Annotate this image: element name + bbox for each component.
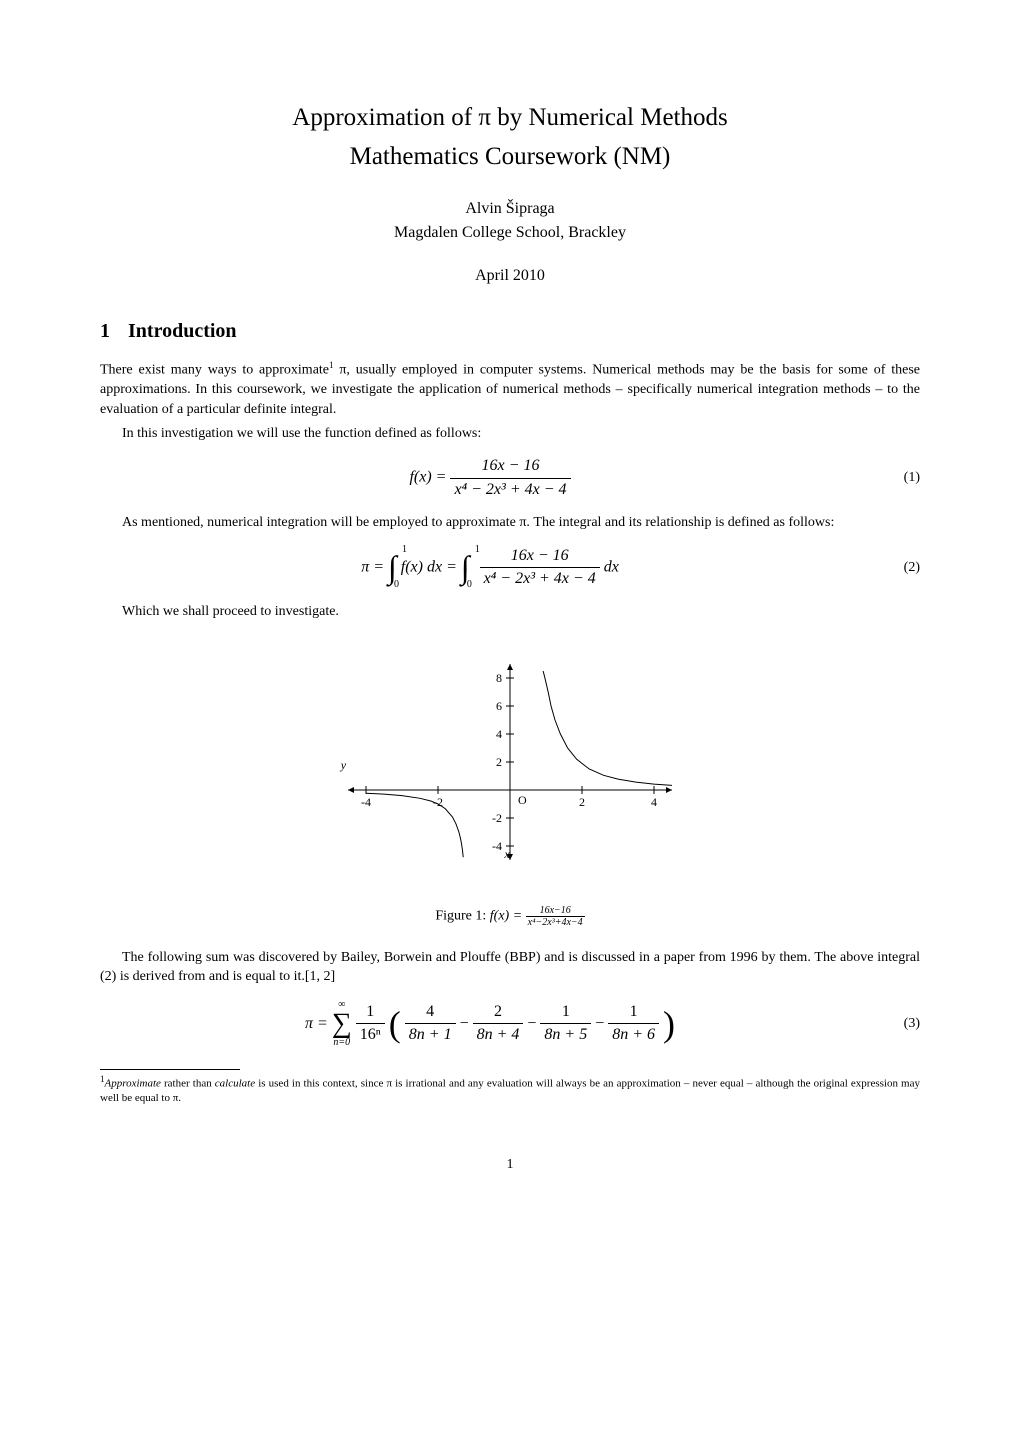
- svg-text:-4: -4: [361, 795, 371, 809]
- integral-symbol-1: ∫10: [388, 545, 397, 590]
- equation-1-number: (1): [880, 468, 920, 488]
- equation-2: π = ∫10 f(x) dx = ∫10 16x − 16 x⁴ − 2x³ …: [100, 545, 920, 591]
- paragraph-1: There exist many ways to approximate1 π,…: [100, 359, 920, 419]
- equation-2-number: (2): [880, 558, 920, 578]
- footnote-rule: [100, 1069, 240, 1070]
- svg-text:2: 2: [579, 795, 585, 809]
- equation-1: f(x) = 16x − 16 x⁴ − 2x³ + 4x − 4 (1): [100, 455, 920, 501]
- page-number: 1: [100, 1155, 920, 1175]
- svg-text:O: O: [518, 793, 527, 807]
- figure-1: -4-224-4-22468yxO: [100, 640, 920, 887]
- section-1-title: Introduction: [128, 320, 237, 342]
- function-plot: -4-224-4-22468yxO: [330, 640, 690, 880]
- svg-text:x: x: [503, 847, 510, 861]
- svg-text:8: 8: [496, 671, 502, 685]
- svg-text:2: 2: [496, 755, 502, 769]
- footnote-1: 1Approximate rather than calculate is us…: [100, 1074, 920, 1105]
- svg-text:6: 6: [496, 699, 502, 713]
- equation-3-number: (3): [880, 1014, 920, 1034]
- paragraph-2: In this investigation we will use the fu…: [100, 424, 920, 444]
- figure-1-caption: Figure 1: f(x) = 16x−16 x⁴−2x³+4x−4: [100, 905, 920, 928]
- date: April 2010: [100, 265, 920, 287]
- equation-3: π = ∞ ∑ n=0 1 16ⁿ ( 4 8n + 1 − 2 8n + 4 …: [100, 999, 920, 1049]
- title-line-2: Mathematics Coursework (NM): [100, 139, 920, 174]
- summation-symbol: ∞ ∑ n=0: [332, 1000, 352, 1048]
- paragraph-3: As mentioned, numerical integration will…: [100, 513, 920, 533]
- svg-text:4: 4: [651, 795, 657, 809]
- svg-text:-2: -2: [492, 811, 502, 825]
- paragraph-5: The following sum was discovered by Bail…: [100, 948, 920, 987]
- paragraph-4: Which we shall proceed to investigate.: [100, 602, 920, 622]
- svg-text:y: y: [340, 758, 347, 772]
- integral-symbol-2: ∫10: [461, 545, 470, 590]
- section-1-heading: 1 Introduction: [100, 317, 920, 345]
- svg-text:4: 4: [496, 727, 502, 741]
- affiliation: Magdalen College School, Brackley: [100, 222, 920, 244]
- section-1-number: 1: [100, 317, 110, 345]
- svg-text:-4: -4: [492, 839, 502, 853]
- author-name: Alvin Šipraga: [100, 198, 920, 220]
- title-line-1: Approximation of π by Numerical Methods: [100, 100, 920, 135]
